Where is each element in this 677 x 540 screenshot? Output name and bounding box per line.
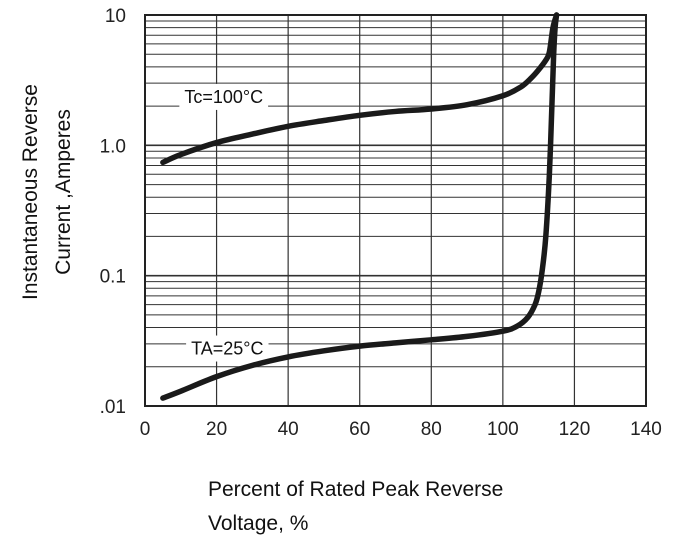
annotation-backgrounds [179,83,269,362]
y-axis-title-line2: Current ,Amperes [52,109,75,275]
curve-label: Tc=100°C [184,87,263,107]
y-tick-label: 10 [105,6,126,27]
x-tick-label: 20 [206,419,227,440]
series-layer [160,12,560,401]
curve-label-background [179,83,269,110]
plot-frame [144,14,647,407]
x-tick-label: 0 [140,419,151,440]
y-tick-label: .01 [100,397,126,418]
grid [145,15,646,406]
series-line-1 [160,12,560,166]
y-tick-label: 1.0 [100,136,126,157]
x-tick-label: 140 [630,419,662,440]
annotations: Tc=100°C TA=25°C [184,87,263,359]
curve-label-background [186,335,269,362]
x-tick-label: 120 [559,419,591,440]
x-tick-labels: 0 20 40 60 80 100 120 140 [140,419,662,440]
y-tick-labels: .01 0.1 1.0 10 [100,6,126,418]
curve-label: TA=25°C [191,339,263,359]
x-tick-label: 40 [278,419,299,440]
x-tick-label: 100 [487,419,519,440]
x-tick-label: 60 [349,419,370,440]
x-axis-title-line1: Percent of Rated Peak Reverse [208,478,503,501]
y-axis-title-line1: Instantaneous Reverse [19,84,42,300]
x-axis-title-line2: Voltage, % [208,512,308,535]
x-tick-label: 80 [421,419,442,440]
y-tick-label: 0.1 [100,267,126,288]
series-line-2 [160,12,560,401]
